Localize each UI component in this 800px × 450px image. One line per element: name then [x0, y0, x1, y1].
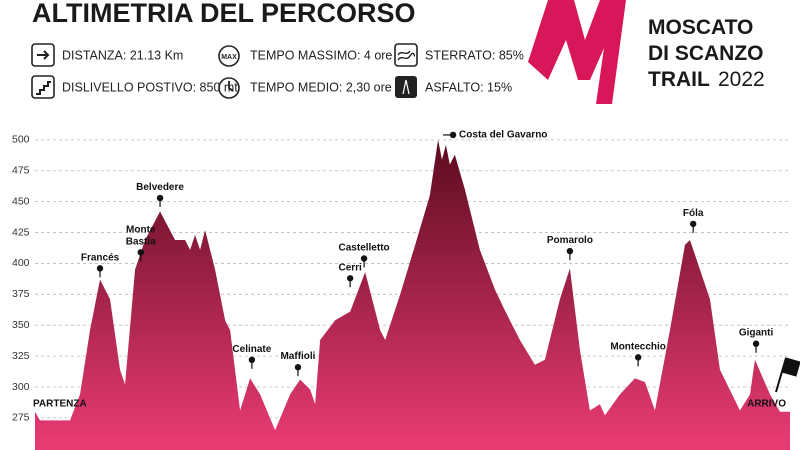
annotation: Belvedere [136, 182, 184, 207]
info-avg-time: TEMPO MEDIO: 2,30 ore [250, 80, 392, 94]
y-tick-label: 375 [12, 288, 30, 300]
annotation-label: Montecchio [610, 341, 666, 352]
annotation: Giganti [739, 328, 774, 353]
icon-climb [31, 75, 55, 99]
end-label: ARRIVO [747, 399, 786, 410]
title: ALTIMETRIA DEL PERCORSO [32, 0, 416, 28]
logo-year: 2022 [718, 68, 765, 91]
icon-distance [31, 43, 55, 67]
y-tick-label: 450 [12, 195, 30, 207]
annotation-label: Belvedere [136, 182, 184, 193]
annotation: Costa del Gavarno [443, 130, 547, 141]
y-tick-label: 500 [12, 134, 30, 146]
info-dirt: STERRATO: 85% [425, 48, 524, 62]
icon-dirt [394, 43, 418, 67]
logo-line: MOSCATO [648, 16, 753, 39]
annotation: Pomarolo [547, 235, 593, 261]
icon-avg-time [218, 77, 240, 99]
logo-mark [528, 0, 626, 104]
annotation-label: Bastia [126, 236, 156, 247]
icon-asphalt [395, 76, 417, 98]
annotation: Francés [81, 252, 120, 278]
annotation-label: Giganti [739, 328, 774, 339]
y-tick-label: 400 [12, 257, 30, 269]
annotation-label: Monte [126, 224, 156, 235]
plot: 275 300 325 350 375 400 425 450 475 500 PARTENZA AR… [12, 130, 790, 450]
y-tick-label: 350 [12, 319, 30, 331]
y-tick-label: 300 [12, 381, 30, 393]
annotation-label: Fóla [683, 208, 704, 219]
info-asphalt: ASFALTO: 15% [425, 80, 512, 94]
annotation: Montecchio [610, 341, 666, 367]
finish-flag [775, 357, 800, 393]
annotation-pin [294, 364, 302, 371]
info-climb: DISLIVELLO POSTIVO: 850 mt [62, 80, 238, 94]
info-distance: DISTANZA: 21.13 Km [62, 48, 183, 62]
logo-line: DI SCANZO [648, 42, 764, 65]
y-tick-label: 275 [12, 412, 30, 424]
info-max-time: TEMPO MASSIMO: 4 ore [250, 48, 392, 62]
annotation: Cerri [338, 262, 362, 288]
y-tick-label: 475 [12, 165, 30, 177]
annotation-label: Francés [81, 252, 120, 263]
annotation: Fóla [683, 208, 704, 233]
annotation-label: Costa del Gavarno [459, 130, 547, 141]
annotation: Celinate [232, 344, 272, 369]
annotation: Maffioli [280, 351, 316, 377]
annotation-label: Maffioli [280, 351, 315, 362]
annotation: Castelletto [339, 242, 390, 268]
annotation-pin [96, 265, 104, 272]
annotation-pin [634, 354, 642, 361]
annotation-label: Castelletto [339, 242, 390, 253]
svg-text:MAX: MAX [221, 54, 237, 61]
icon-max-time: MAX [218, 45, 240, 67]
y-tick-label: 425 [12, 226, 30, 238]
elevation-area [35, 139, 790, 450]
annotation-label: Cerri [338, 262, 362, 273]
y-tick-label: 325 [12, 350, 30, 362]
logo-line: TRAIL [648, 68, 710, 91]
annotation-label: Celinate [232, 344, 271, 355]
annotation-label: Pomarolo [547, 235, 593, 246]
annotation-pin [346, 275, 354, 282]
start-label: PARTENZA [33, 399, 87, 410]
